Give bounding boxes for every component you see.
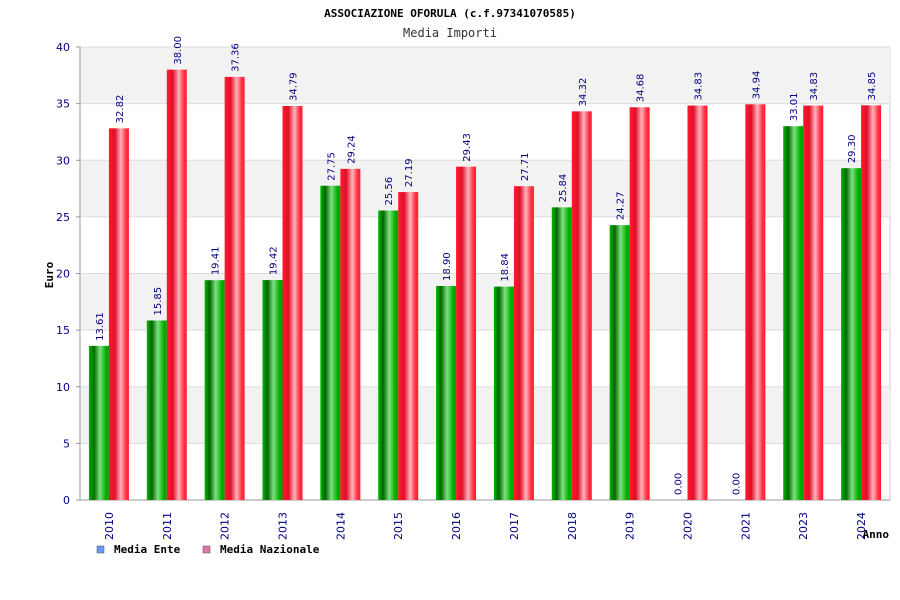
value-label: 34.83 <box>694 72 705 101</box>
bar-media-ente <box>551 207 572 500</box>
y-tick-label: 15 <box>56 324 70 337</box>
value-label: 32.82 <box>115 95 126 124</box>
grid-band <box>80 273 890 331</box>
bar-media-nazionale <box>803 105 824 501</box>
bar-media-ente <box>783 126 804 501</box>
bar-media-ente <box>378 210 399 500</box>
value-label: 29.24 <box>346 135 357 164</box>
y-tick-label: 0 <box>63 494 70 507</box>
x-tick-label: 2017 <box>508 512 521 540</box>
bar-media-nazionale <box>282 106 303 501</box>
x-tick-label: 2021 <box>739 512 752 540</box>
value-label: 13.61 <box>95 312 106 341</box>
value-label: 34.94 <box>751 71 762 100</box>
value-label: 34.68 <box>636 74 647 103</box>
y-axis-label: Euro <box>43 261 56 288</box>
x-tick-label: 2015 <box>392 512 405 540</box>
value-label: 27.19 <box>404 158 415 187</box>
y-tick-label: 10 <box>56 381 70 394</box>
value-label: 34.79 <box>289 72 300 101</box>
bars <box>88 69 882 501</box>
x-tick-label: 2018 <box>566 512 579 540</box>
grid-band <box>80 160 890 217</box>
bar-media-ente <box>320 185 341 500</box>
bar-media-ente <box>204 280 225 500</box>
bar-media-ente <box>436 285 457 500</box>
value-label: 29.30 <box>847 135 858 164</box>
value-label: 29.43 <box>462 133 473 162</box>
bar-media-nazionale <box>745 104 766 500</box>
bar-media-ente <box>262 280 283 500</box>
value-label: 19.42 <box>269 246 280 275</box>
x-tick-label: 2016 <box>450 512 463 540</box>
grid-band <box>80 47 890 104</box>
value-label: 38.00 <box>173 36 184 65</box>
value-label: 27.71 <box>520 153 531 182</box>
chart-title: ASSOCIAZIONE OFORULA (c.f.97341070585) <box>324 7 576 20</box>
x-tick-label: 2020 <box>682 512 695 540</box>
x-tick-label: 2010 <box>103 512 116 540</box>
bar-media-nazionale <box>456 166 477 500</box>
x-tick-label: 2014 <box>334 512 347 540</box>
legend-label: Media Ente <box>114 543 181 556</box>
legend-label: Media Nazionale <box>220 543 320 556</box>
y-tick-label: 5 <box>63 437 70 450</box>
y-tick-label: 25 <box>56 211 70 224</box>
value-label: 0.00 <box>731 473 742 495</box>
bar-media-nazionale <box>166 69 187 501</box>
value-label: 37.36 <box>231 43 242 72</box>
x-tick-label: 2023 <box>797 512 810 540</box>
bar-media-ente <box>609 225 630 500</box>
bar-media-nazionale <box>108 128 129 500</box>
chart-subtitle: Media Importi <box>403 26 497 40</box>
x-tick-label: 2019 <box>624 512 637 540</box>
legend: Media Ente Media Nazionale <box>96 543 320 556</box>
legend-swatch <box>96 545 105 554</box>
bar-media-nazionale <box>861 105 882 500</box>
x-axis-ticks: 2010 2011 2012 2013 2014 2015 2016 2017 2018 2019… <box>103 512 868 540</box>
value-label: 34.83 <box>809 72 820 101</box>
value-label: 34.85 <box>867 72 878 101</box>
bar-media-nazionale <box>398 192 419 501</box>
y-tick-label: 40 <box>56 41 70 54</box>
value-label: 27.75 <box>326 152 337 181</box>
y-tick-label: 35 <box>56 98 70 111</box>
value-label: 19.41 <box>211 247 222 276</box>
value-label: 34.32 <box>578 78 589 107</box>
bar-media-nazionale <box>571 111 592 501</box>
value-label: 18.90 <box>442 252 453 281</box>
x-tick-label: 2011 <box>161 512 174 540</box>
x-tick-label: 2012 <box>219 512 232 540</box>
value-label: 24.27 <box>616 192 627 221</box>
bar-media-nazionale <box>687 105 708 501</box>
x-axis-label: Anno <box>863 528 890 541</box>
value-label: 33.01 <box>789 93 800 122</box>
y-tick-label: 30 <box>56 154 70 167</box>
value-label: 25.56 <box>384 177 395 206</box>
bar-media-nazionale <box>513 186 534 500</box>
bar-media-nazionale <box>340 168 361 500</box>
grid-band <box>80 386 890 444</box>
bar-media-ente <box>146 320 167 500</box>
value-label: 15.85 <box>153 287 164 316</box>
x-tick-label: 2024 <box>855 512 868 540</box>
value-label: 0.00 <box>674 473 685 495</box>
bar-media-nazionale <box>224 76 245 500</box>
bar-media-ente <box>88 345 109 500</box>
y-tick-label: 20 <box>56 268 70 281</box>
value-labels: 13.61 32.82 15.85 38.00 19.41 37.36 19.42 34.79… <box>95 36 878 495</box>
value-label: 18.84 <box>500 253 511 282</box>
legend-swatch <box>202 545 211 554</box>
x-tick-label: 2013 <box>277 512 290 540</box>
bar-media-nazionale <box>629 107 650 501</box>
bar-media-ente <box>841 168 862 501</box>
bar-media-ente <box>493 286 514 500</box>
value-label: 25.84 <box>558 174 569 203</box>
